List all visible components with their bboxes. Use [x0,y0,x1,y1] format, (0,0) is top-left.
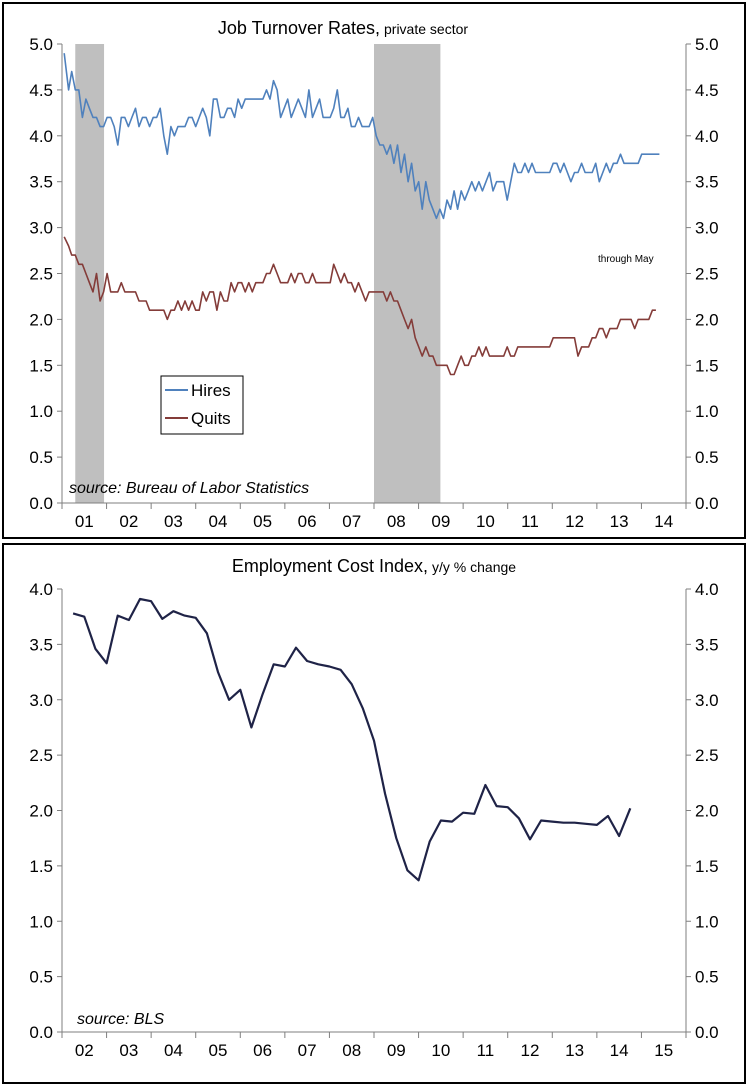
legend-label-hires: Hires [191,381,231,400]
y-tick-label-right: 2.5 [695,746,719,765]
x-tick-label: 02 [119,512,138,531]
x-tick-label: 08 [342,1041,361,1060]
legend-box [160,375,244,435]
employment-cost-chart-panel: Employment Cost Index, y/y % change sour… [2,543,746,1084]
y-tick-label-left: 5.0 [29,35,53,54]
recession-band [75,44,105,503]
chart-title: Job Turnover Rates, [218,18,380,38]
x-tick-label: 11 [477,1041,495,1060]
y-tick-label-right: 3.0 [695,691,719,710]
y-tick-label-right: 3.0 [695,219,719,238]
x-tick-label: 14 [610,1041,629,1060]
x-tick-label: 10 [476,512,495,531]
y-tick-label-left: 4.5 [29,81,53,100]
y-tick-label-left: 1.5 [29,857,53,876]
y-tick-label-left: 3.5 [29,173,53,192]
series-line-hires [63,53,660,220]
y-tick-label-left: 0.5 [29,968,53,987]
y-tick-label-right: 5.0 [695,35,719,54]
x-tick-label: 10 [431,1041,450,1060]
y-tick-label-left: 2.5 [29,746,53,765]
x-tick-label: 07 [342,512,361,531]
y-tick-label-right: 0.5 [695,448,719,467]
x-tick-label: 03 [164,512,183,531]
y-tick-label-left: 4.0 [29,127,53,146]
y-tick-label-left: 1.0 [29,402,53,421]
y-tick-label-right: 4.0 [695,580,719,599]
y-tick-label-left: 2.0 [29,802,53,821]
job-turnover-chart-panel: Job Turnover Rates, private sector throu… [2,2,746,539]
y-tick-label-left: 1.0 [29,912,53,931]
x-tick-label: 07 [298,1041,317,1060]
chart-title: Employment Cost Index, [232,556,428,576]
x-tick-label: 02 [75,1041,94,1060]
y-tick-label-left: 0.0 [29,494,53,513]
y-tick-label-left: 2.5 [29,265,53,284]
x-tick-label: 01 [75,512,94,531]
y-tick-label-right: 1.0 [695,402,719,421]
y-tick-label-left: 3.0 [29,691,53,710]
chart-subtitle: private sector [384,21,468,37]
y-tick-label-right: 2.5 [695,265,719,284]
y-tick-label-right: 0.5 [695,968,719,987]
y-tick-label-left: 1.5 [29,356,53,375]
job-turnover-chart: Job Turnover Rates, private sector throu… [29,18,719,531]
x-tick-label: 04 [209,512,228,531]
y-tick-label-right: 3.5 [695,173,719,192]
x-tick-label: 13 [565,1041,584,1060]
y-tick-label-left: 0.5 [29,448,53,467]
series-line-eci [72,597,632,882]
x-tick-label: 14 [654,512,673,531]
x-tick-label: 06 [253,1041,272,1060]
y-tick-label-left: 3.0 [29,219,53,238]
source-note: source: Bureau of Labor Statistics [69,480,309,497]
y-tick-label-right: 2.0 [695,802,719,821]
recession-band [374,44,441,503]
x-tick-label: 13 [610,512,629,531]
x-tick-label: 09 [431,512,450,531]
series-line-quits [63,236,656,376]
employment-cost-chart: Employment Cost Index, y/y % change sour… [29,556,719,1060]
x-tick-label: 15 [654,1041,673,1060]
y-tick-label-right: 0.0 [695,1023,719,1042]
y-tick-label-right: 2.0 [695,310,719,329]
x-tick-label: 12 [521,1041,540,1060]
y-tick-label-left: 0.0 [29,1023,53,1042]
y-tick-label-left: 2.0 [29,310,53,329]
x-tick-label: 04 [164,1041,183,1060]
x-tick-label: 09 [387,1041,406,1060]
x-tick-label: 06 [298,512,317,531]
legend: Hires Quits [160,375,244,435]
x-tick-label: 12 [565,512,584,531]
y-tick-label-left: 4.0 [29,580,53,599]
x-tick-label: 03 [119,1041,138,1060]
x-tick-label: 05 [253,512,272,531]
legend-label-quits: Quits [191,409,231,428]
y-tick-label-right: 3.5 [695,635,719,654]
y-tick-label-right: 1.0 [695,912,719,931]
y-tick-label-right: 4.5 [695,81,719,100]
y-tick-label-left: 3.5 [29,635,53,654]
x-tick-label: 05 [209,1041,228,1060]
y-tick-label-right: 1.5 [695,857,719,876]
y-tick-label-right: 4.0 [695,127,719,146]
source-note: source: BLS [77,1011,164,1028]
chart-subtitle: y/y % change [432,559,516,575]
y-tick-label-right: 0.0 [695,494,719,513]
y-tick-label-right: 1.5 [695,356,719,375]
x-tick-label: 11 [521,512,539,531]
annotation-through-may: through May [598,254,654,265]
x-tick-label: 08 [387,512,406,531]
